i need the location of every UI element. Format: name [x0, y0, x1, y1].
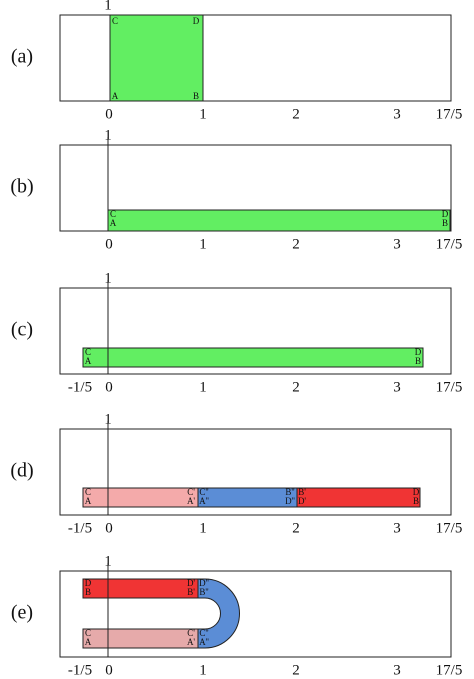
x-tick-label: 2 — [292, 662, 300, 678]
corner-label: A'' — [199, 496, 209, 506]
corner-label: C — [85, 347, 91, 357]
x-tick-label: 0 — [105, 520, 113, 536]
strip — [197, 487, 298, 508]
x-tick-label: 3 — [393, 520, 401, 536]
corner-label: D'' — [199, 578, 209, 588]
corner-label: B — [193, 91, 199, 101]
y-tick-label: 1 — [104, 270, 112, 286]
strip — [82, 628, 199, 649]
x-tick-label: 17/5 — [436, 236, 463, 252]
panel-frame — [59, 570, 452, 658]
corner-label: D — [193, 16, 200, 26]
corner-label: B — [415, 356, 421, 366]
panel-frame — [59, 14, 452, 102]
corner-label: B'' — [285, 487, 295, 497]
x-tick-label: 2 — [292, 379, 300, 395]
x-tick-label: 17/5 — [436, 662, 463, 678]
x-tick-label: -1/5 — [68, 662, 92, 678]
x-tick-label: 1 — [199, 520, 207, 536]
x-tick-label: 2 — [292, 106, 300, 122]
strip — [82, 347, 424, 368]
panel-label: (d) — [10, 460, 33, 482]
corner-label: C' — [187, 628, 195, 638]
panel-label: (a) — [11, 46, 33, 68]
x-tick-label: 2 — [292, 236, 300, 252]
x-tick-label: 1 — [199, 662, 207, 678]
corner-label: A' — [187, 637, 195, 647]
x-tick-label: 0 — [105, 379, 113, 395]
x-tick-label: 3 — [393, 236, 401, 252]
y-tick-label: 1 — [104, 0, 112, 13]
x-tick-label: 17/5 — [436, 106, 463, 122]
corner-label: A — [110, 218, 117, 228]
corner-label: B — [442, 218, 448, 228]
x-tick-label: 1 — [199, 106, 207, 122]
corner-label: B' — [298, 487, 306, 497]
corner-label: A' — [187, 496, 195, 506]
corner-label: D'' — [285, 496, 295, 506]
strip — [107, 209, 451, 232]
corner-label: A — [85, 496, 92, 506]
strip — [82, 487, 199, 508]
panel-frame — [59, 428, 452, 516]
corner-label: C — [85, 628, 91, 638]
corner-label: D' — [298, 496, 306, 506]
x-tick-label: -1/5 — [68, 379, 92, 395]
corner-label: C — [112, 16, 118, 26]
y-tick-label: 1 — [104, 553, 112, 569]
strip — [109, 14, 204, 102]
x-tick-label: 0 — [105, 236, 113, 252]
panel-frame — [59, 287, 452, 375]
panel-label: (c) — [11, 319, 33, 341]
corner-label: C' — [187, 487, 195, 497]
corner-label: A — [85, 637, 92, 647]
panel-label: (e) — [11, 602, 33, 624]
corner-label: A — [85, 356, 92, 366]
corner-label: D — [85, 578, 92, 588]
corner-label: D — [413, 487, 420, 497]
panel-label: (b) — [10, 176, 33, 198]
strip — [82, 578, 199, 599]
x-tick-label: 3 — [393, 106, 401, 122]
x-tick-label: 3 — [393, 662, 401, 678]
corner-label: D — [442, 209, 449, 219]
corner-label: B — [413, 496, 419, 506]
corner-label: A'' — [199, 637, 209, 647]
x-tick-label: 17/5 — [436, 379, 463, 395]
corner-label: D' — [187, 578, 195, 588]
x-tick-label: 1 — [199, 379, 207, 395]
x-tick-label: 0 — [105, 106, 113, 122]
corner-label: D — [415, 347, 422, 357]
corner-label: B'' — [199, 587, 209, 597]
x-tick-label: 0 — [105, 662, 113, 678]
x-tick-label: 2 — [292, 520, 300, 536]
corner-label: B — [85, 587, 91, 597]
x-tick-label: 17/5 — [436, 520, 463, 536]
y-tick-label: 1 — [104, 411, 112, 427]
corner-label: C'' — [199, 628, 209, 638]
corner-label: A — [112, 91, 119, 101]
x-tick-label: 3 — [393, 379, 401, 395]
corner-label: C'' — [199, 487, 209, 497]
corner-label: C — [85, 487, 91, 497]
corner-label: B' — [187, 587, 195, 597]
x-tick-label: 1 — [199, 236, 207, 252]
strip — [296, 487, 421, 508]
corner-label: C — [110, 209, 116, 219]
y-tick-label: 1 — [104, 127, 112, 143]
x-tick-label: -1/5 — [68, 520, 92, 536]
fold — [197, 578, 240, 649]
